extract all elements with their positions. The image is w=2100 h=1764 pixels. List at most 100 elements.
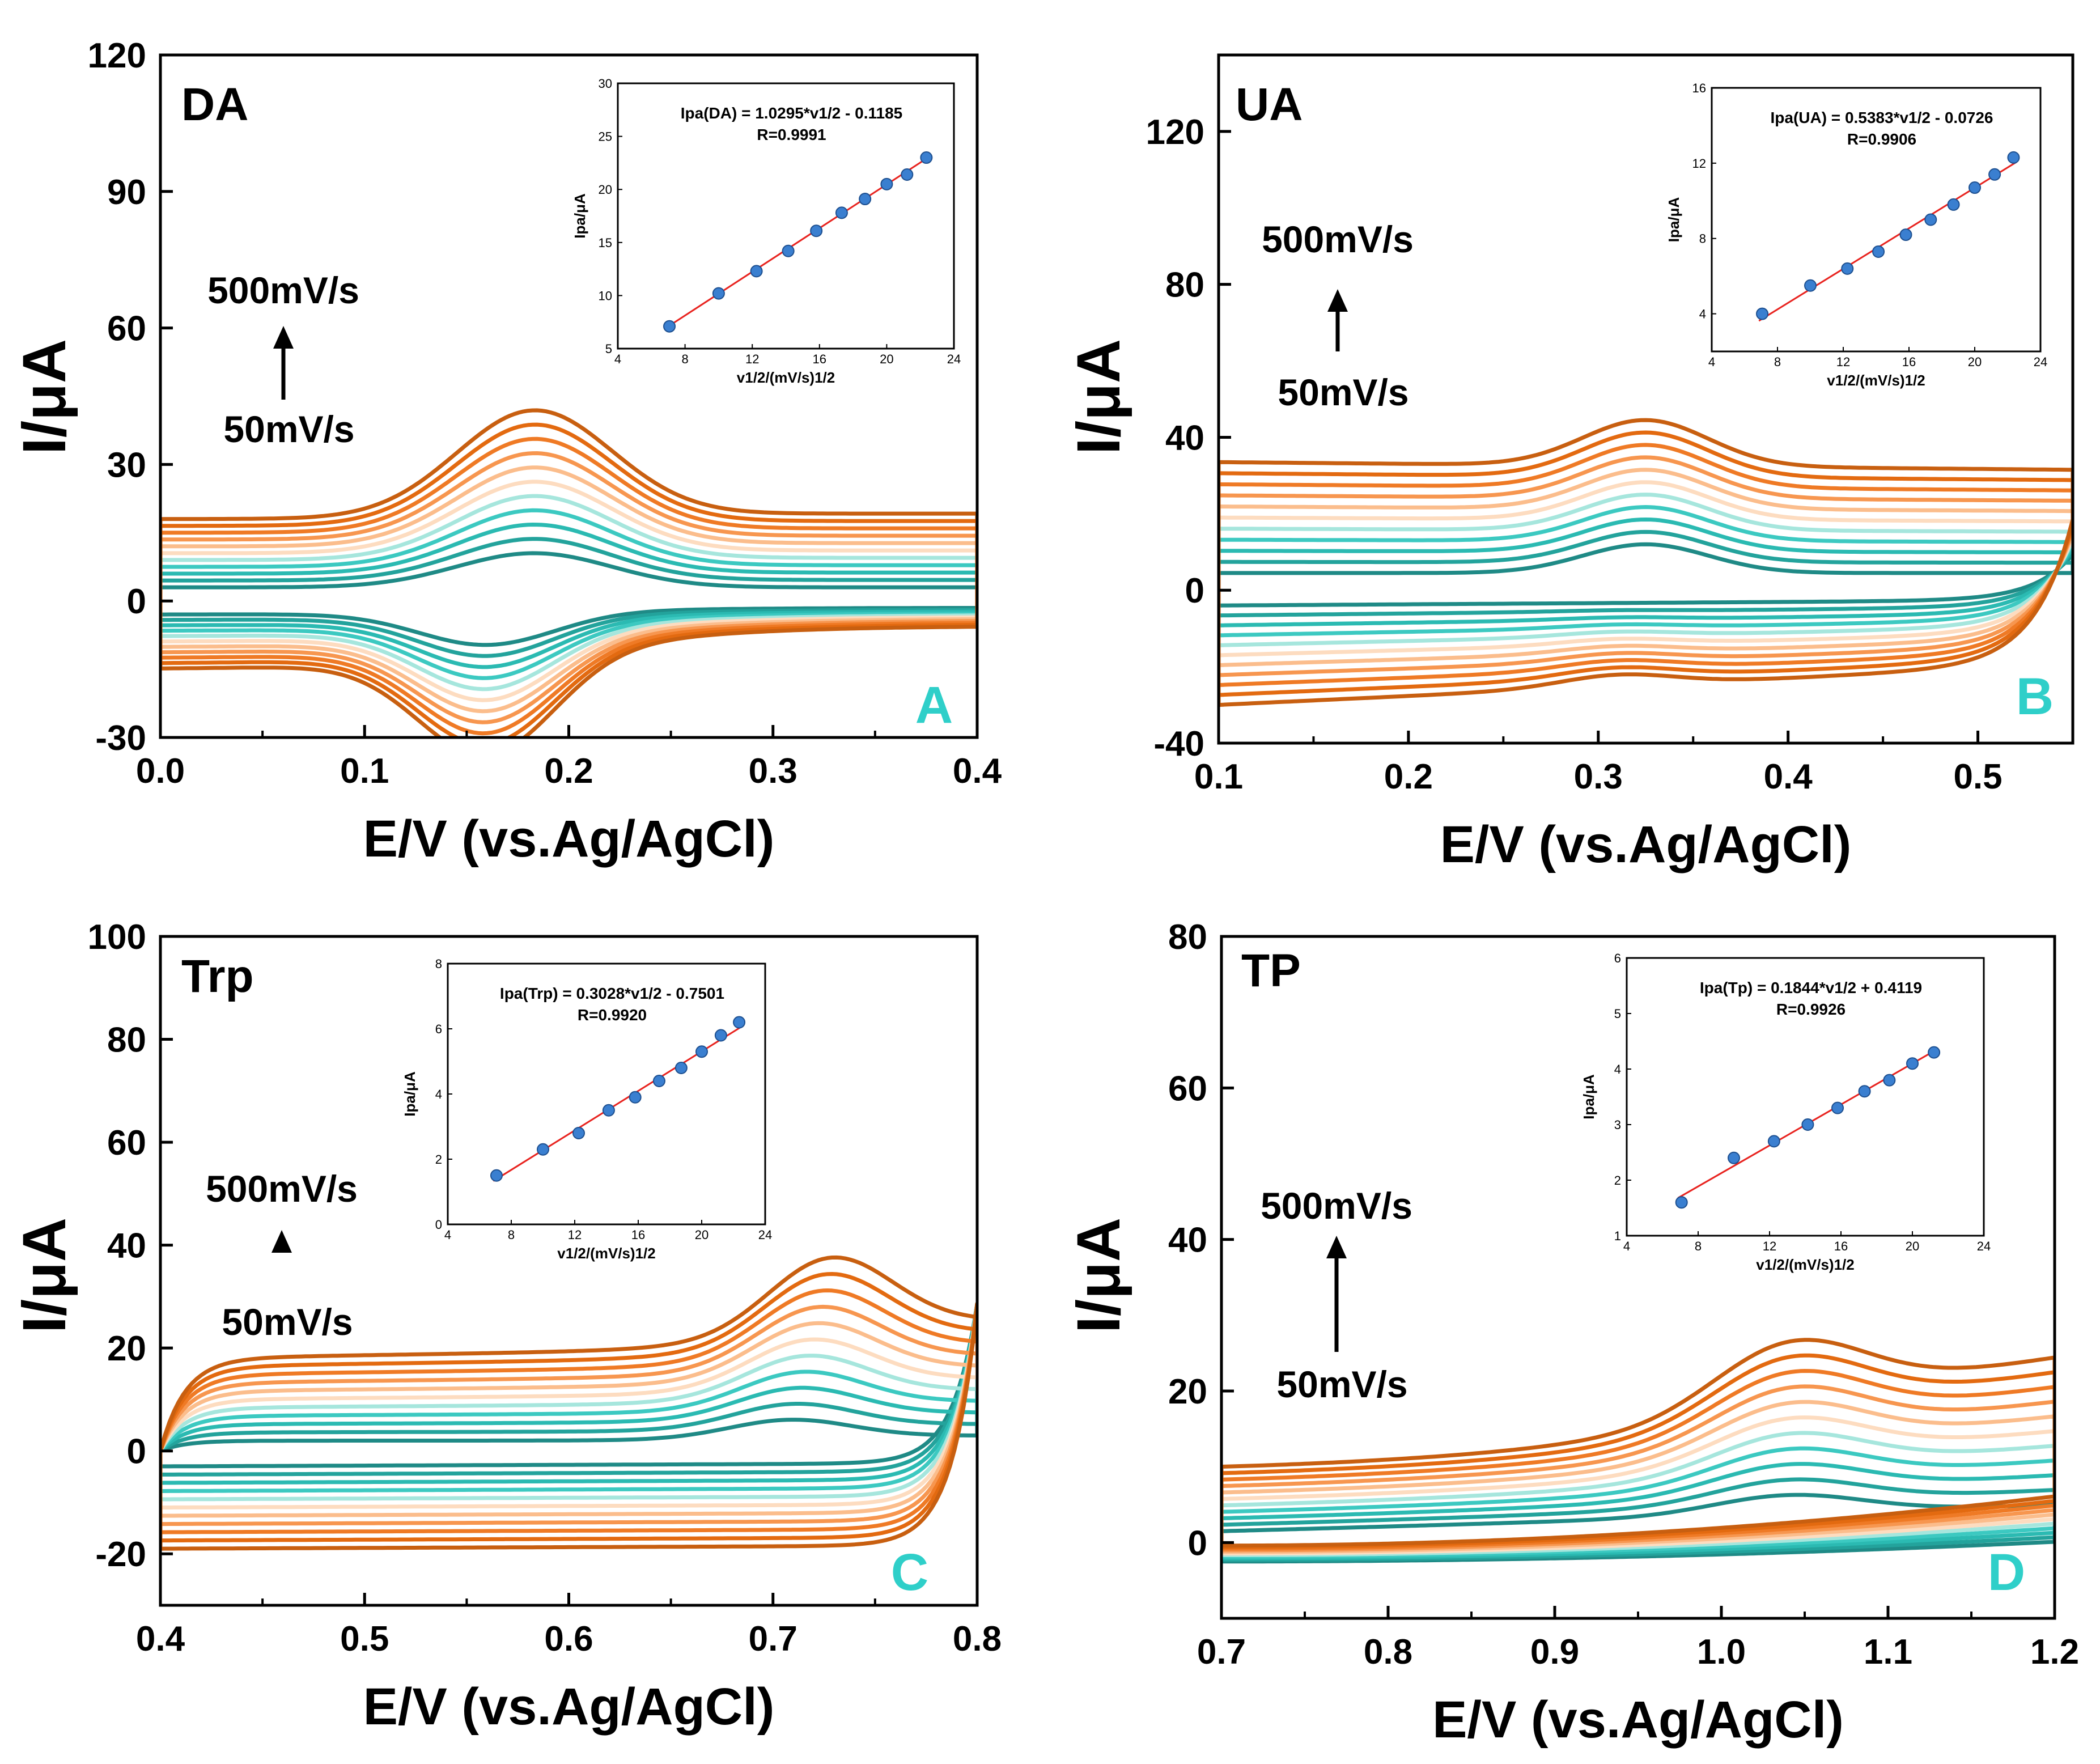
x-tick-label: 1.1 <box>1864 1632 1912 1672</box>
y-tick-label: 90 <box>107 173 146 212</box>
x-tick-label: 0.1 <box>1194 757 1243 796</box>
inset-r-value: R=0.9926 <box>1776 1000 1846 1018</box>
y-tick-label: 0 <box>1185 571 1204 610</box>
inset-point <box>1767 1135 1780 1148</box>
x-tick-label: 0.8 <box>1364 1632 1412 1672</box>
cv-curve-100 <box>160 1301 977 1477</box>
scan-rate-upper: 500mV/s <box>1262 218 1414 260</box>
inset-point <box>1831 1101 1844 1114</box>
inset-y-tick-label: 4 <box>1614 1062 1621 1076</box>
inset-r-value: R=0.9920 <box>578 1006 647 1024</box>
cv-curve-250 <box>1219 493 2073 647</box>
inset-x-tick-label: 4 <box>614 352 621 366</box>
inset-y-label: Ipa/μA <box>571 193 588 239</box>
inset-y-tick-label: 0 <box>435 1218 442 1232</box>
y-tick-label: 60 <box>107 1123 146 1163</box>
scan-rate-lower: 50mV/s <box>1276 1363 1407 1405</box>
y-axis-label: I/μA <box>10 339 78 455</box>
inset-point <box>712 287 725 300</box>
inset-y-tick-label: 25 <box>599 130 612 144</box>
plot-frame <box>1217 53 2074 745</box>
y-tick-label: 120 <box>1146 113 1204 152</box>
x-tick-label: 0.4 <box>136 1619 185 1659</box>
inset-x-tick-label: 24 <box>2034 355 2047 369</box>
inset-y-tick-label: 6 <box>435 1022 442 1036</box>
cv-curve-200 <box>160 508 977 680</box>
panel-letter: D <box>1988 1544 2025 1601</box>
inset-point <box>1841 262 1854 275</box>
panel-letter: B <box>2016 668 2054 726</box>
cv-curve-350 <box>160 1301 977 1518</box>
inset-point <box>1947 198 1960 211</box>
inset-point <box>901 168 914 181</box>
panel-A: 0.0 0.1 0.2 0.3 0.4 -30 0 30 60 90 120 E/V (vs.Ag/A… <box>10 36 1002 868</box>
y-tick-label: 0 <box>1188 1524 1207 1563</box>
panel-letter: A <box>915 676 953 734</box>
inset-y-tick-label: 12 <box>1692 156 1706 171</box>
cv-curve-500 <box>1219 430 2073 697</box>
scan-rate-lower: 50mV/s <box>1278 371 1409 413</box>
cv-curve-300 <box>1219 480 2073 658</box>
inset-x-tick-label: 8 <box>681 352 688 366</box>
x-axis-label: E/V (vs.Ag/AgCl) <box>1432 1691 1844 1749</box>
cv-curve-150 <box>160 523 977 669</box>
y-tick-label: 30 <box>107 446 146 485</box>
inset-point <box>1988 168 2001 181</box>
scan-arrow-head <box>1327 289 1348 312</box>
compound-label: Trp <box>181 951 254 1002</box>
y-tick-label: 100 <box>88 918 146 957</box>
cv-curve-150 <box>1219 518 2073 627</box>
inset-x-tick-label: 16 <box>813 352 826 366</box>
y-tick-label: 40 <box>1168 1221 1207 1260</box>
inset-y-label: Ipa/μA <box>401 1071 418 1117</box>
cv-curve-500 <box>160 1255 977 1551</box>
x-tick-label: 0.4 <box>1764 757 1813 796</box>
inset-point <box>1883 1074 1896 1087</box>
cv-curve-500 <box>1221 1338 2055 1548</box>
cv-curve-250 <box>160 1301 977 1502</box>
inset-point <box>859 193 872 206</box>
x-tick-label: 0.1 <box>340 752 389 791</box>
compound-label: UA <box>1236 79 1303 130</box>
inset-point <box>880 177 893 190</box>
scan-rate-upper: 500mV/s <box>206 1168 358 1210</box>
x-tick-label: 0.3 <box>749 752 797 791</box>
y-tick-label: 40 <box>107 1227 146 1266</box>
cv-curve-450 <box>160 436 977 736</box>
x-tick-label: 1.0 <box>1697 1632 1746 1672</box>
inset-frame <box>447 962 766 1226</box>
x-tick-label: 0.7 <box>1197 1632 1246 1672</box>
y-tick-label: -40 <box>1153 724 1204 764</box>
inset-point <box>1924 213 1937 226</box>
x-tick-label: 0.7 <box>749 1619 797 1659</box>
inset-y-tick-label: 30 <box>599 77 612 91</box>
y-tick-label: 60 <box>107 309 146 349</box>
y-tick-label: -30 <box>95 719 146 758</box>
cv-curve-150 <box>160 1301 977 1485</box>
inset-x-tick-label: 8 <box>1695 1239 1702 1253</box>
inset-x-tick-label: 12 <box>568 1228 582 1242</box>
cv-curve-450 <box>160 1288 977 1534</box>
y-tick-label: 80 <box>1168 918 1207 957</box>
cv-curve-350 <box>160 465 977 714</box>
inset-point <box>602 1104 615 1117</box>
inset-point <box>810 224 823 238</box>
inset-equation: Ipa(DA) = 1.0295*v1/2 - 0.1185 <box>681 104 902 122</box>
x-tick-label: 0.5 <box>1953 757 2002 796</box>
inset-B: 4 8 12 16 20 24 4 8 12 16 Ipa(UA) = 0.5383*v1/2 - … <box>1665 81 2047 389</box>
inset-x-tick-label: 24 <box>947 352 961 366</box>
inset-point <box>537 1143 549 1156</box>
inset-point <box>1675 1196 1688 1209</box>
y-axis-label: I/μA <box>1064 1218 1132 1333</box>
inset-y-tick-label: 4 <box>435 1087 442 1101</box>
inset-x-tick-label: 12 <box>745 352 759 366</box>
inset-x-tick-label: 4 <box>1708 355 1715 369</box>
inset-frame <box>617 82 955 350</box>
y-axis-label: I/μA <box>10 1218 78 1333</box>
inset-point <box>782 244 795 257</box>
inset-point <box>1858 1085 1871 1098</box>
cv-curve-200 <box>160 1301 977 1493</box>
